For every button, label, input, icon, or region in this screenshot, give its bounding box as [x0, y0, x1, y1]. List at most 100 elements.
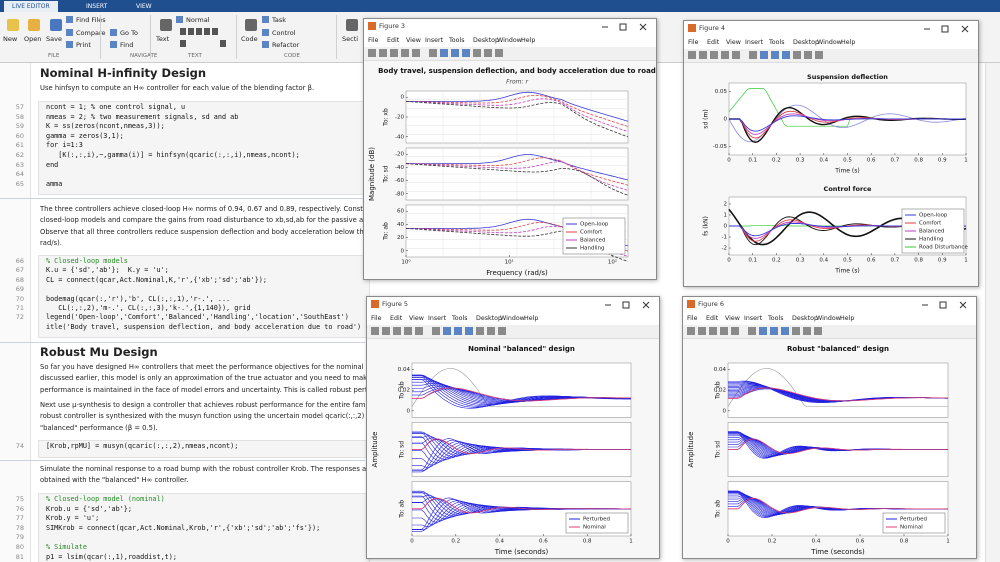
- toolbar-icon[interactable]: [699, 51, 707, 59]
- toolbar-icon[interactable]: [709, 327, 717, 335]
- window-controls[interactable]: [914, 298, 974, 312]
- toolbar-icon[interactable]: [473, 49, 481, 57]
- menu-item[interactable]: Help: [521, 37, 536, 44]
- menu-item[interactable]: File: [368, 37, 379, 44]
- toolbar-button[interactable]: Save: [46, 35, 62, 43]
- toolbar-button[interactable]: Normal: [186, 16, 210, 24]
- toolbar-icon[interactable]: [415, 327, 423, 335]
- toolbar-icon[interactable]: [781, 327, 789, 335]
- menu-item[interactable]: Help: [524, 315, 539, 322]
- menu-item[interactable]: View: [725, 315, 740, 322]
- toolbar-icon[interactable]: [476, 327, 484, 335]
- menu-item[interactable]: Help: [841, 39, 856, 46]
- toolbar-icon[interactable]: [495, 49, 503, 57]
- window-controls[interactable]: [916, 22, 976, 36]
- menu-item[interactable]: Desktop: [476, 315, 502, 322]
- toolbar-icon[interactable]: [720, 327, 728, 335]
- menu-item[interactable]: Desktop: [793, 39, 819, 46]
- toolbar-icon[interactable]: [793, 51, 801, 59]
- toolbar-icon[interactable]: [412, 49, 420, 57]
- menu-item[interactable]: Window: [817, 39, 842, 46]
- toolbar-icon[interactable]: [803, 327, 811, 335]
- menu-item[interactable]: Tools: [769, 39, 785, 46]
- toolbar-icon[interactable]: [814, 327, 822, 335]
- toolbar-icon[interactable]: [432, 327, 440, 335]
- toolbar-icon[interactable]: [760, 51, 768, 59]
- toolbar-button[interactable]: New: [3, 35, 18, 43]
- menu-item[interactable]: Edit: [387, 37, 400, 44]
- menu-item[interactable]: Edit: [706, 315, 719, 322]
- toolbar-icon[interactable]: [710, 51, 718, 59]
- toolbar-button[interactable]: Code: [241, 35, 258, 43]
- toolbar-icon[interactable]: [698, 327, 706, 335]
- tab[interactable]: LIVE EDITOR: [4, 1, 58, 12]
- toolbar-button[interactable]: Secti: [342, 35, 359, 43]
- toolbar-icon[interactable]: [440, 49, 448, 57]
- toolbar-icon[interactable]: [792, 327, 800, 335]
- toolbar-icon[interactable]: [401, 49, 409, 57]
- menu-item[interactable]: File: [371, 315, 382, 322]
- menu-item[interactable]: File: [688, 39, 699, 46]
- toolbar-icon[interactable]: [465, 327, 473, 335]
- toolbar-button[interactable]: Text: [156, 35, 170, 43]
- menu-item[interactable]: Window: [500, 315, 525, 322]
- menu-item[interactable]: Insert: [744, 315, 763, 322]
- menu-item[interactable]: Window: [816, 315, 841, 322]
- menu-item[interactable]: Tools: [768, 315, 784, 322]
- menu-item[interactable]: Tools: [449, 37, 465, 44]
- toolbar-button[interactable]: Print: [76, 41, 91, 49]
- tab[interactable]: VIEW: [136, 3, 152, 10]
- tab[interactable]: INSERT: [86, 3, 108, 10]
- toolbar-icon[interactable]: [484, 49, 492, 57]
- toolbar-icon[interactable]: [393, 327, 401, 335]
- toolbar-icon[interactable]: [382, 327, 390, 335]
- menu-item[interactable]: View: [409, 315, 424, 322]
- menu-item[interactable]: Insert: [745, 39, 764, 46]
- toolbar-icon[interactable]: [721, 51, 729, 59]
- toolbar-icon[interactable]: [371, 327, 379, 335]
- menu-item[interactable]: View: [406, 37, 421, 44]
- toolbar-icon[interactable]: [368, 49, 376, 57]
- toolbar-icon[interactable]: [771, 51, 779, 59]
- toolbar-icon[interactable]: [748, 327, 756, 335]
- menu-item[interactable]: Edit: [707, 39, 720, 46]
- menu-item[interactable]: Edit: [390, 315, 403, 322]
- menu-item[interactable]: Insert: [425, 37, 444, 44]
- toolbar-icon[interactable]: [379, 49, 387, 57]
- toolbar-button[interactable]: Task: [272, 16, 287, 24]
- toolbar-icon[interactable]: [749, 51, 757, 59]
- window-controls[interactable]: [597, 298, 657, 312]
- menu-item[interactable]: Window: [497, 37, 522, 44]
- toolbar-icon[interactable]: [815, 51, 823, 59]
- toolbar-icon[interactable]: [454, 327, 462, 335]
- toolbar-icon[interactable]: [443, 327, 451, 335]
- toolbar-button[interactable]: Open: [24, 35, 42, 43]
- toolbar-icon[interactable]: [732, 51, 740, 59]
- menu-item[interactable]: Help: [840, 315, 855, 322]
- toolbar-icon[interactable]: [498, 327, 506, 335]
- toolbar-icon[interactable]: [782, 51, 790, 59]
- toolbar-button[interactable]: Compare: [76, 29, 106, 37]
- toolbar-icon[interactable]: [770, 327, 778, 335]
- menu-item[interactable]: Desktop: [792, 315, 818, 322]
- toolbar-button[interactable]: Refactor: [272, 41, 300, 49]
- menu-item[interactable]: View: [726, 39, 741, 46]
- toolbar-icon[interactable]: [429, 49, 437, 57]
- toolbar-icon[interactable]: [687, 327, 695, 335]
- toolbar-icon[interactable]: [731, 327, 739, 335]
- toolbar-button[interactable]: Go To: [120, 29, 138, 37]
- toolbar-icon[interactable]: [404, 327, 412, 335]
- toolbar-icon[interactable]: [804, 51, 812, 59]
- toolbar-button[interactable]: Find: [120, 41, 134, 49]
- toolbar-icon[interactable]: [688, 51, 696, 59]
- menu-item[interactable]: File: [687, 315, 698, 322]
- window-controls[interactable]: [594, 20, 654, 34]
- menu-item[interactable]: Desktop: [473, 37, 499, 44]
- toolbar-icon[interactable]: [487, 327, 495, 335]
- toolbar-icon[interactable]: [451, 49, 459, 57]
- menu-item[interactable]: Insert: [428, 315, 447, 322]
- toolbar-button[interactable]: Find Files: [76, 16, 106, 24]
- toolbar-icon[interactable]: [462, 49, 470, 57]
- toolbar-icon[interactable]: [759, 327, 767, 335]
- menu-item[interactable]: Tools: [452, 315, 468, 322]
